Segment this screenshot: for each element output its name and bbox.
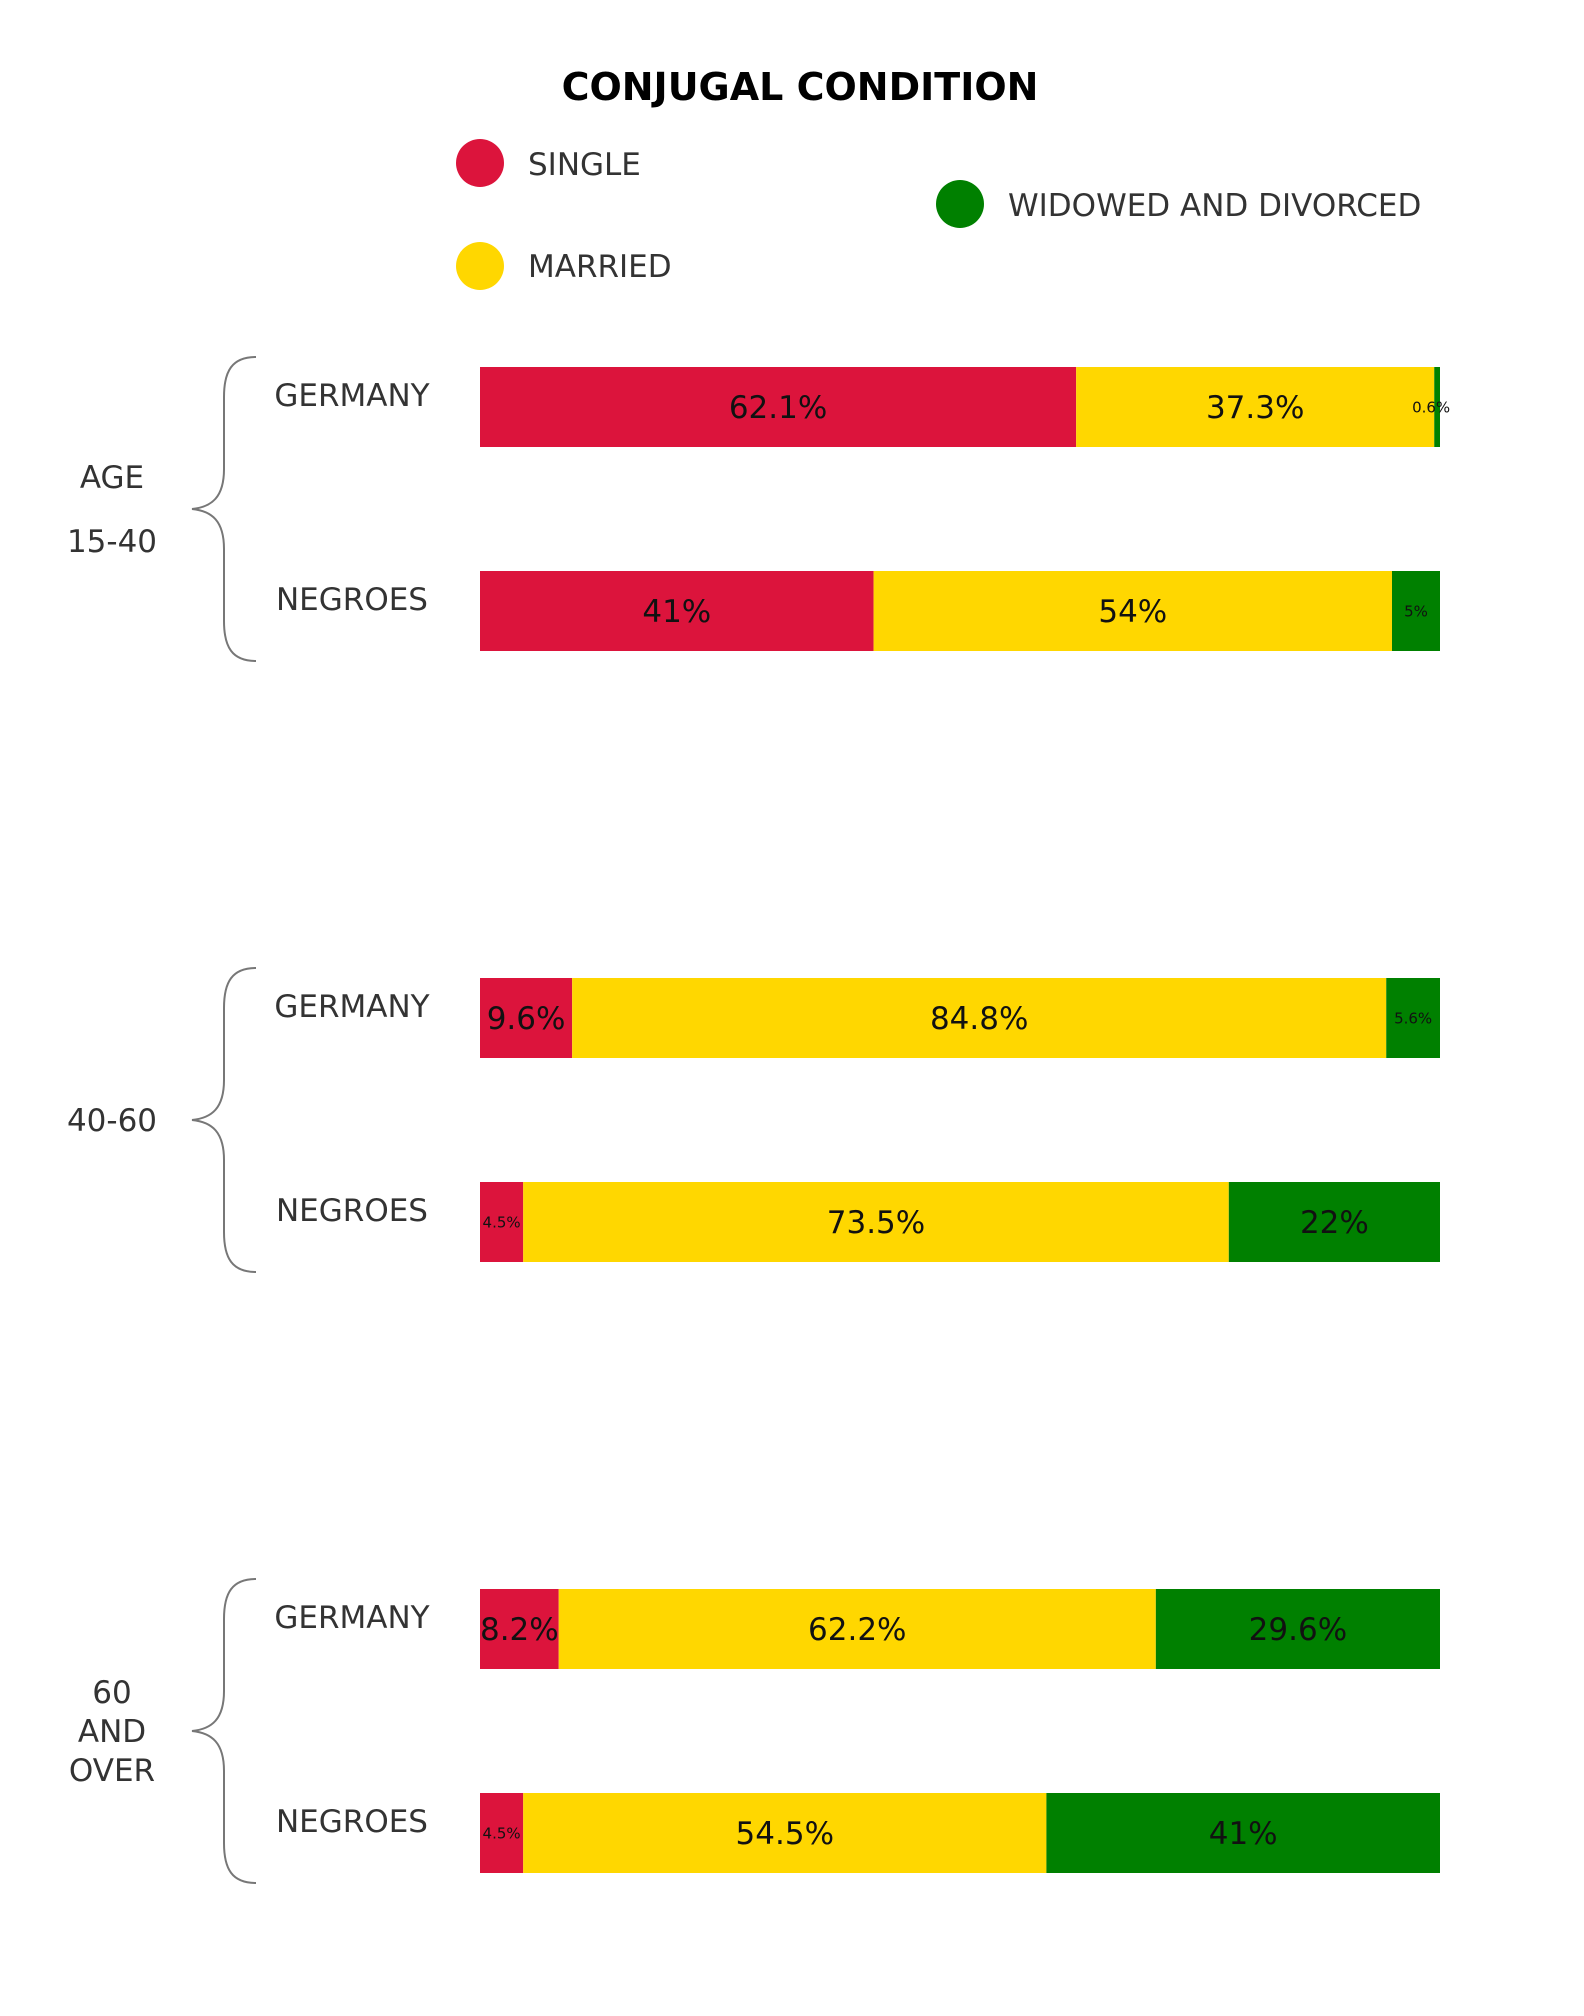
- legend: SINGLE MARRIED WIDOWED AND DIVORCED: [456, 139, 1421, 290]
- bar-segment: [480, 367, 1077, 447]
- group-bracket: [191, 356, 257, 662]
- legend-label-widowed-divorced: WIDOWED AND DIVORCED: [1008, 188, 1421, 224]
- bar-segment: [1228, 1182, 1440, 1262]
- bar-value-label: 8.2%: [480, 1612, 559, 1648]
- chart-title: CONJUGAL CONDITION: [562, 65, 1039, 109]
- bar-value-label: 54.5%: [736, 1816, 834, 1852]
- bar-value-label: 22%: [1300, 1205, 1369, 1241]
- legend-swatch-single: [456, 139, 504, 187]
- group-label-line: 60: [92, 1675, 131, 1711]
- bar-value-label: 9.6%: [487, 1001, 566, 1037]
- group-bracket: [191, 967, 257, 1273]
- row-label: NEGROES: [276, 1193, 428, 1229]
- bar-segment: [480, 571, 874, 651]
- legend-label-married: MARRIED: [528, 249, 672, 285]
- bar-segment: [480, 1182, 524, 1262]
- bar-segment: [1392, 571, 1440, 651]
- bar-value-label: 73.5%: [827, 1205, 925, 1241]
- group-label-line: AGE: [80, 460, 144, 496]
- bar-value-label: 4.5%: [483, 1824, 521, 1842]
- bar-value-label: 41%: [1209, 1816, 1278, 1852]
- bar-value-label: 0.6%: [1412, 398, 1450, 416]
- bar-groups: AGE 15-40 GERMANY 62.1% 37.3% 0.6% NEGROES 41% 5…: [67, 356, 1450, 1884]
- row-label: NEGROES: [276, 1804, 428, 1840]
- bar-segment: [1434, 367, 1440, 447]
- row-label: GERMANY: [274, 989, 429, 1025]
- bar-segment: [1155, 1589, 1440, 1669]
- bar-segment: [558, 1589, 1156, 1669]
- legend-label-single: SINGLE: [528, 147, 641, 183]
- group-bracket: [191, 1578, 257, 1884]
- group-label-line: 40-60: [67, 1103, 157, 1139]
- bar-value-label: 41%: [642, 594, 711, 630]
- bar-value-label: 62.1%: [729, 390, 827, 426]
- bar-segment: [873, 571, 1392, 651]
- bar-segment: [572, 978, 1387, 1058]
- row-label: NEGROES: [276, 582, 428, 618]
- bar-segment: [523, 1182, 1229, 1262]
- bar-value-label: 5%: [1404, 602, 1428, 620]
- bar-value-label: 54%: [1098, 594, 1167, 630]
- bar-segment: [523, 1793, 1047, 1873]
- bar-value-label: 5.6%: [1394, 1009, 1432, 1027]
- legend-swatch-widowed-divorced: [936, 180, 984, 228]
- bar-segment: [480, 1589, 559, 1669]
- row-label: GERMANY: [274, 378, 429, 414]
- bar-segment: [480, 978, 573, 1058]
- bar-value-label: 4.5%: [483, 1213, 521, 1231]
- group-label-line: 15-40: [67, 524, 157, 560]
- group-label-line: AND: [78, 1714, 146, 1750]
- bar-segment: [1046, 1793, 1440, 1873]
- bar-value-label: 37.3%: [1206, 390, 1304, 426]
- bar-segment: [480, 1793, 524, 1873]
- bar-value-label: 84.8%: [930, 1001, 1028, 1037]
- bar-value-label: 29.6%: [1249, 1612, 1347, 1648]
- row-label: GERMANY: [274, 1600, 429, 1636]
- legend-swatch-married: [456, 242, 504, 290]
- bar-segment: [1386, 978, 1440, 1058]
- group-label-line: OVER: [69, 1753, 155, 1789]
- bar-segment: [1076, 367, 1435, 447]
- bar-value-label: 62.2%: [808, 1612, 906, 1648]
